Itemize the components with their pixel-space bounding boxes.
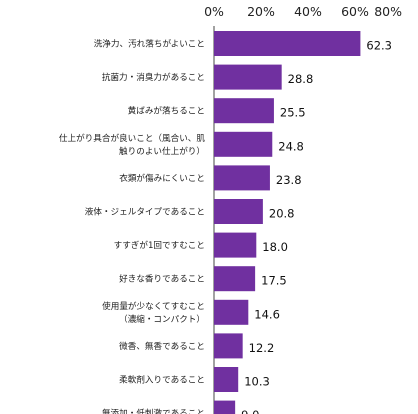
bar	[214, 266, 256, 292]
category-label: 好きな香りであること	[119, 273, 205, 285]
x-tick-label: 40%	[294, 4, 322, 19]
category-label: 抗菌力・消臭力があること	[102, 71, 205, 83]
bar-value-label: 12.2	[249, 341, 275, 355]
category-labels: 洗浄力、汚れ落ちがよいこと抗菌力・消臭力があること黄ばみが落ちること仕上がり具合…	[59, 38, 206, 414]
x-tick-label: 0%	[204, 4, 224, 19]
x-tick-label: 60%	[341, 4, 369, 19]
bar-value-label: 20.8	[269, 207, 295, 221]
category-label: （濃縮・コンパクト）	[119, 313, 205, 325]
bar	[214, 299, 249, 325]
category-label: 黄ばみが落ちること	[128, 105, 205, 117]
category-label: 微香、無香であること	[119, 340, 205, 352]
bar	[214, 131, 273, 157]
bar-value-label: 25.5	[280, 106, 306, 120]
bar-value-label: 18.0	[262, 240, 288, 254]
bars	[214, 31, 361, 414]
category-label: すすぎが1回ですむこと	[114, 239, 205, 251]
category-label: 触りのよい仕上がり）	[119, 145, 205, 157]
category-label: 仕上がり具合が良いこと（風合い、肌	[59, 132, 206, 144]
bar-value-label: 23.8	[276, 173, 302, 187]
bar-value-label: 10.3	[244, 375, 270, 389]
value-labels: 62.3 28.8 25.5 24.8 23.8 20.8 18.0 17.5 14.6 12.2…	[241, 39, 392, 414]
category-label: 使用量が少なくてすむこと	[102, 300, 205, 312]
bar-value-label: 9.0	[241, 408, 259, 414]
category-label: 柔軟剤入りであること	[119, 374, 205, 386]
bar	[214, 165, 270, 191]
category-label: 衣類が傷みにくいこと	[119, 172, 205, 184]
bar	[214, 367, 239, 392]
bar	[214, 400, 236, 414]
bar-value-label: 14.6	[254, 307, 280, 321]
bar-value-label: 62.3	[366, 39, 392, 53]
category-label: 液体・ジェルタイプであること	[85, 206, 205, 218]
bar	[214, 199, 263, 224]
bar	[214, 31, 361, 56]
bar-value-label: 28.8	[288, 72, 314, 86]
bar	[214, 64, 282, 90]
bar	[214, 98, 274, 124]
bar-value-label: 17.5	[261, 274, 287, 288]
category-label: 洗浄力、汚れ落ちがよいこと	[94, 38, 205, 50]
bar-value-label: 24.8	[278, 139, 304, 153]
bar	[214, 232, 257, 258]
x-axis-ticks: 0% 20% 40% 60% 80%	[204, 4, 402, 19]
x-tick-label: 20%	[247, 4, 275, 19]
bar	[214, 333, 243, 359]
category-label: 無添加・低刺激であること	[102, 407, 205, 414]
x-tick-label: 80%	[374, 4, 402, 19]
